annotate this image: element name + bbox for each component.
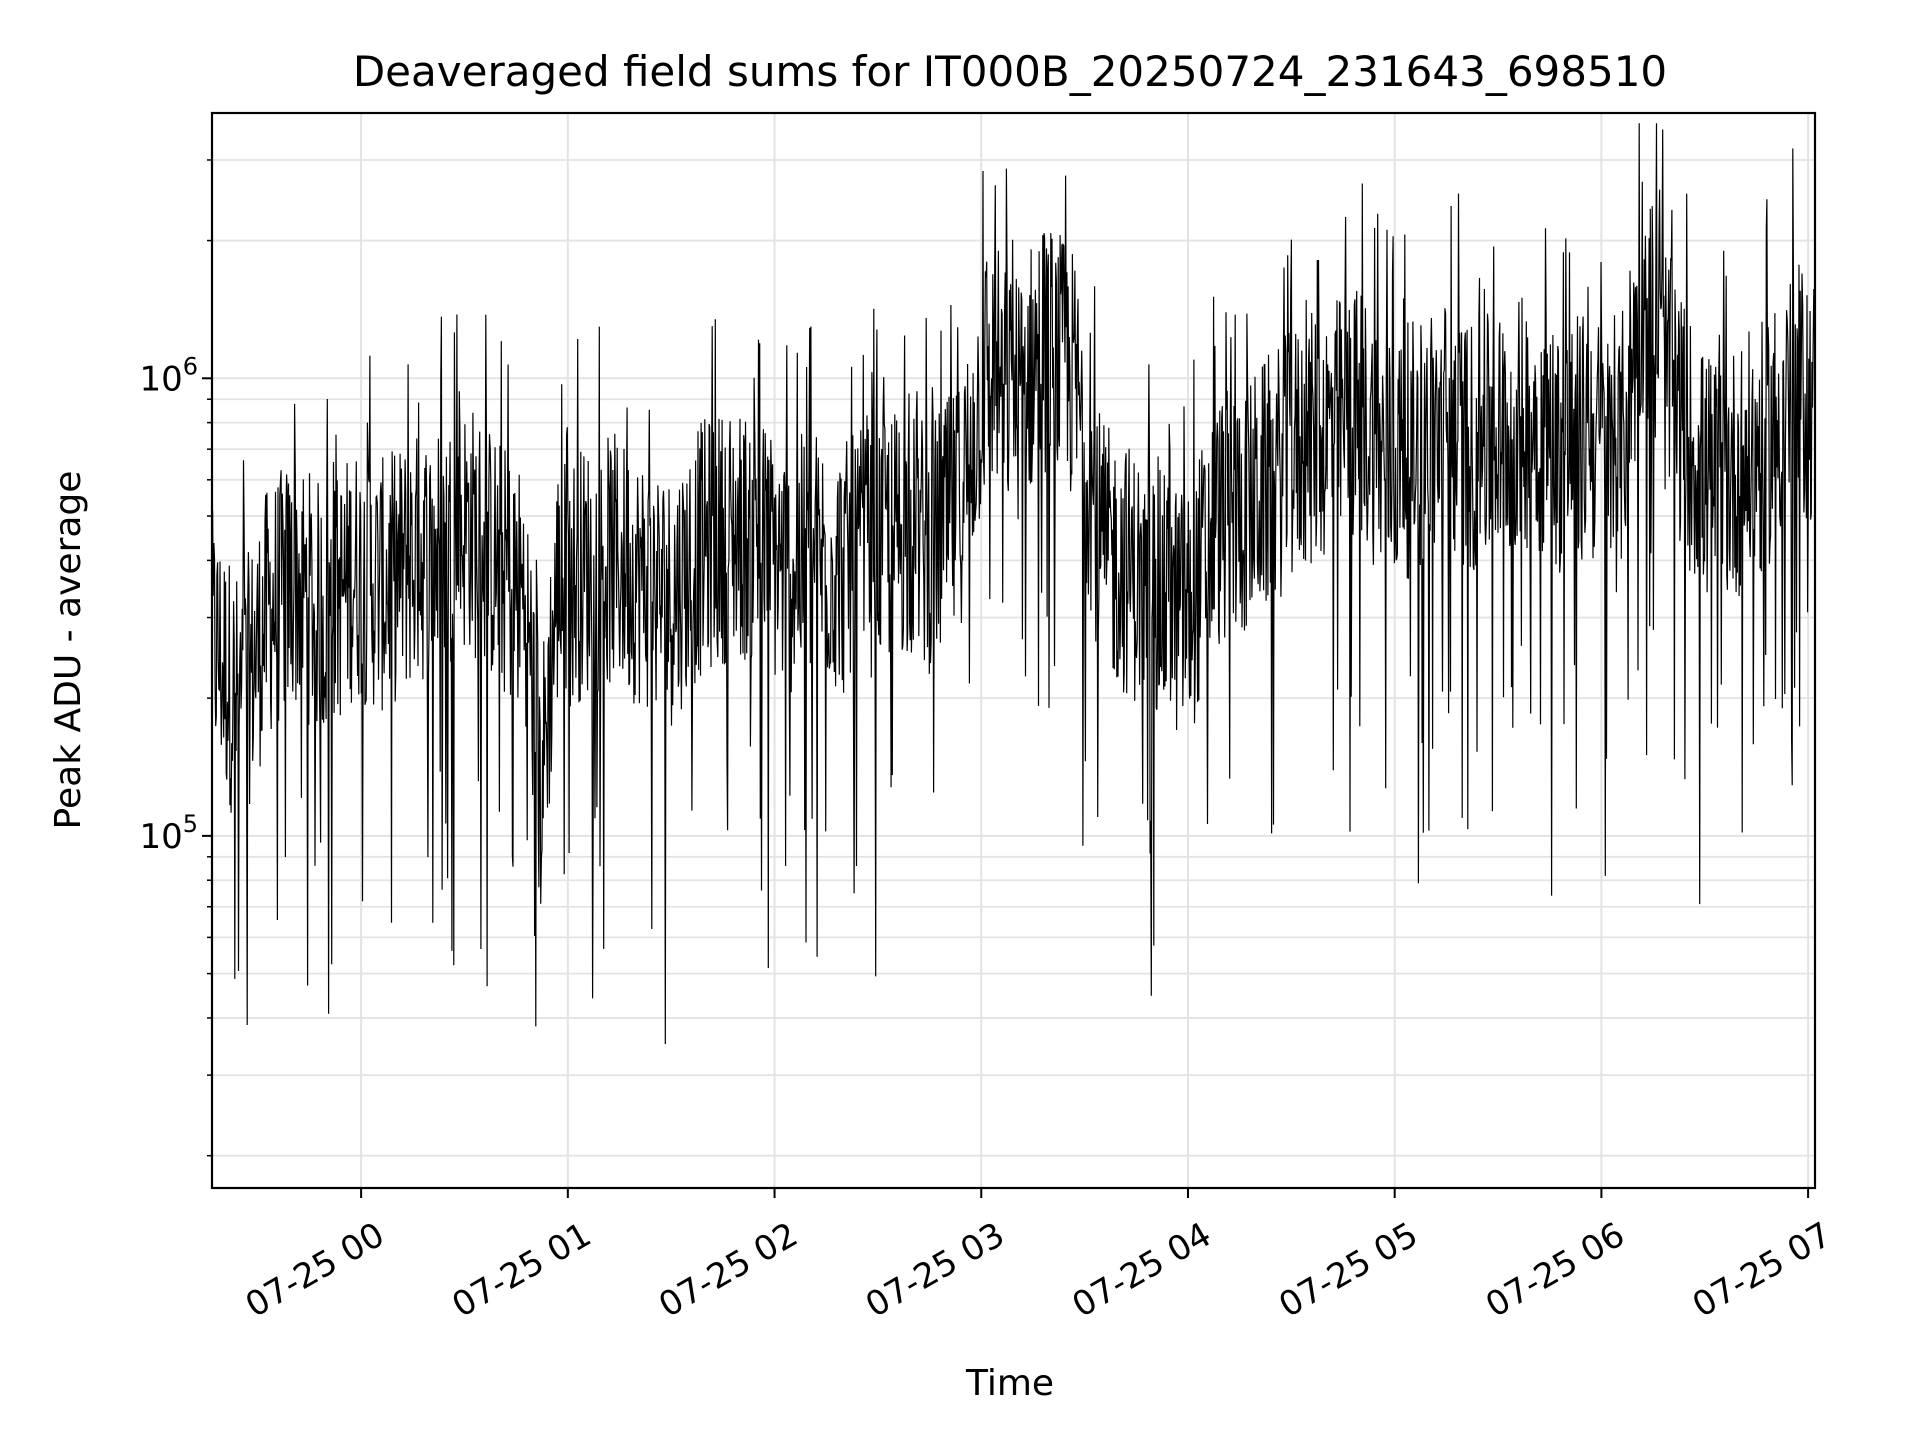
x-tick-label: 07-25 04 (1066, 1215, 1218, 1326)
y-axis-label: Peak ADU - average (48, 471, 89, 830)
plot-frame (210, 111, 1817, 1190)
x-tick-label: 07-25 00 (239, 1215, 391, 1326)
y-tick-label: 106 (139, 352, 198, 399)
x-tick-label: 07-25 07 (1686, 1215, 1838, 1326)
chart-title: Deaveraged field sums for IT000B_2025072… (353, 47, 1667, 96)
y-tick-label: 105 (139, 810, 198, 857)
x-tick-label: 07-25 03 (859, 1215, 1011, 1326)
x-tick-label: 07-25 01 (446, 1215, 598, 1326)
y-axis-ticks: 105 106 (139, 159, 212, 1157)
x-tick-label: 07-25 06 (1479, 1215, 1631, 1326)
x-tick-label: 07-25 05 (1272, 1215, 1424, 1326)
x-tick-label: 07-25 02 (652, 1215, 804, 1326)
x-axis-label: Time (965, 1363, 1054, 1404)
series-group (211, 123, 1816, 1045)
x-axis-ticks: 07-25 00 07-25 01 07-25 02 07-25 03 07-25 04… (239, 1188, 1838, 1326)
series-line (211, 123, 1816, 1045)
